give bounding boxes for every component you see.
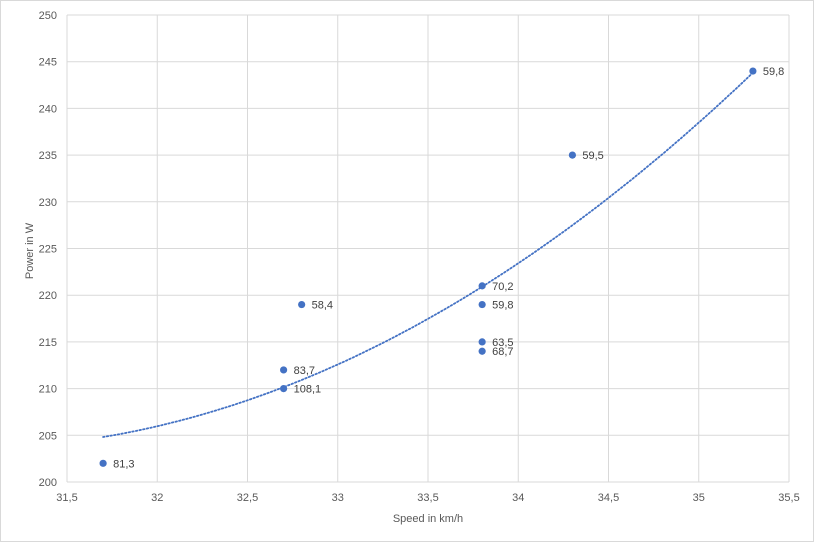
data-point (280, 385, 288, 393)
data-label: 81,3 (113, 458, 134, 470)
data-label: 83,7 (294, 365, 315, 377)
x-tick-label: 33,5 (417, 492, 438, 504)
data-label: 70,2 (492, 281, 513, 293)
data-point (478, 282, 486, 290)
y-tick-label: 210 (39, 384, 57, 396)
y-tick-label: 250 (39, 10, 57, 22)
y-tick-label: 245 (39, 57, 57, 69)
y-tick-label: 215 (39, 337, 57, 349)
x-tick-label: 35,5 (778, 492, 799, 504)
y-tick-label: 230 (39, 197, 57, 209)
data-point (478, 300, 486, 309)
data-label: 63,5 (492, 337, 513, 349)
y-tick-label: 205 (39, 430, 57, 442)
x-tick-label: 31,5 (56, 492, 77, 504)
data-points (99, 67, 757, 467)
data-label: 59,8 (492, 300, 513, 312)
data-point (568, 151, 577, 159)
data-label: 108,1 (294, 384, 322, 396)
data-label: 59,8 (763, 66, 784, 78)
axes: 31,5 32 32,5 33 33,5 34 34,5 35 35,5 200 205 210 215… (39, 10, 800, 504)
x-tick-label: 33 (332, 492, 344, 504)
y-tick-label: 200 (39, 477, 57, 489)
x-tick-label: 34 (512, 492, 524, 504)
y-tick-label: 235 (39, 150, 57, 162)
x-tick-label: 32,5 (237, 492, 258, 504)
trendline (102, 71, 754, 438)
y-tick-label: 225 (39, 244, 57, 256)
y-axis-title: Power in W (24, 222, 36, 279)
data-point (749, 67, 757, 75)
data-point (298, 300, 306, 309)
data-label: 58,4 (312, 300, 333, 312)
data-point (478, 338, 486, 346)
data-point (478, 347, 486, 355)
data-label: 68,7 (492, 346, 513, 358)
data-label: 59,5 (582, 150, 603, 162)
data-point (99, 459, 107, 467)
y-tick-label: 240 (39, 103, 57, 115)
trendline-group (102, 71, 754, 438)
data-point (280, 366, 288, 374)
x-tick-label: 34,5 (598, 492, 619, 504)
gridlines (66, 14, 790, 483)
data-labels: 81,3 108,1 83,7 58,4 68,763,5 59,8 70,2 59,5 59,… (113, 66, 784, 470)
x-tick-label: 35 (693, 492, 705, 504)
x-axis-title: Speed in km/h (393, 513, 463, 525)
x-tick-label: 32 (151, 492, 163, 504)
y-tick-label: 220 (39, 290, 57, 302)
